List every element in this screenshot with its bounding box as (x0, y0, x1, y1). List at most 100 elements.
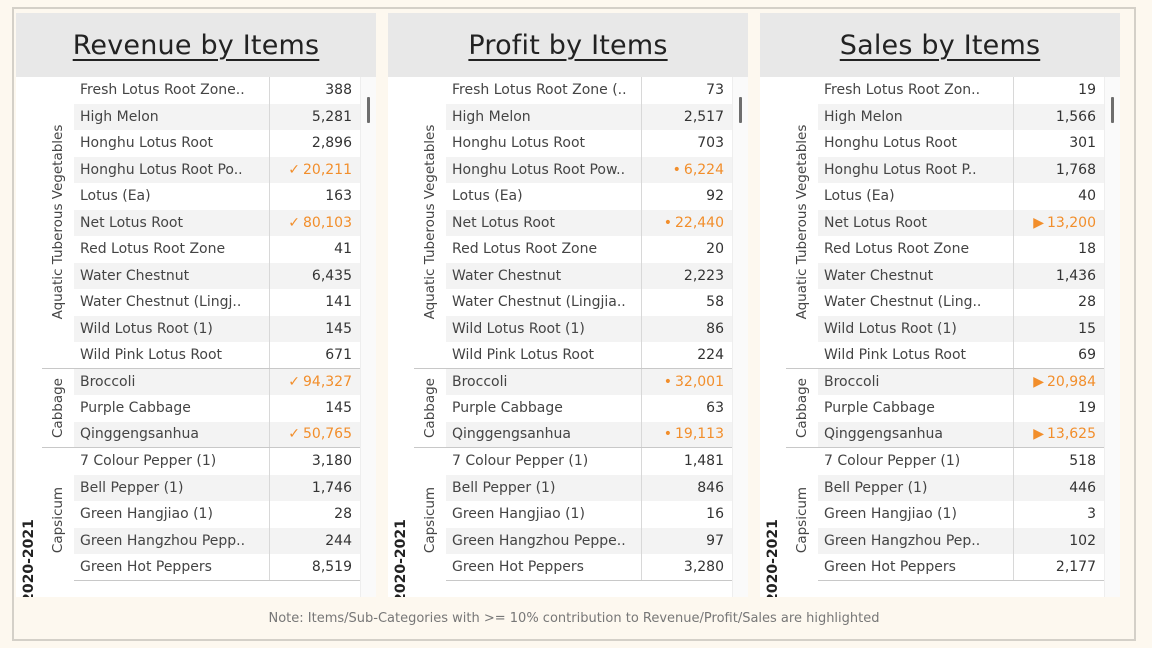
table-row[interactable]: Lotus (Ea) 40 (818, 183, 1120, 210)
item-value-text: 69 (1078, 346, 1096, 363)
table-row[interactable]: Green Hot Peppers 2,177 (818, 554, 1120, 581)
table-row[interactable]: Broccoli ▶ 20,984 (818, 368, 1120, 395)
items-table[interactable]: 2020-2021 Aquatic Tuberous Vegetables Cabb… (760, 77, 1120, 597)
table-row[interactable]: Water Chestnut 6,435 (74, 262, 376, 289)
table-row[interactable]: High Melon 2,517 (446, 103, 748, 130)
table-row[interactable]: 7 Colour Pepper (1) 518 (818, 448, 1120, 475)
table-row[interactable]: Red Lotus Root Zone 18 (818, 236, 1120, 263)
scrollbar-thumb[interactable] (1111, 97, 1114, 123)
item-value: 446 (1014, 480, 1104, 496)
item-name: Net Lotus Root (818, 209, 1014, 236)
table-row[interactable]: Net Lotus Root ✓ 80,103 (74, 209, 376, 236)
table-row[interactable]: Wild Pink Lotus Root 671 (74, 342, 376, 369)
table-row[interactable]: Green Hot Peppers 3,280 (446, 554, 748, 581)
item-value: 1,746 (270, 480, 360, 496)
table-row[interactable]: Green Hot Peppers 8,519 (74, 554, 376, 581)
table-row[interactable]: Water Chestnut (Ling.. 28 (818, 289, 1120, 316)
table-row[interactable]: Wild Lotus Root (1) 86 (446, 315, 748, 342)
table-row[interactable]: Purple Cabbage 63 (446, 395, 748, 422)
highlight-marker-icon: ✓ (288, 161, 300, 178)
table-row[interactable]: Lotus (Ea) 163 (74, 183, 376, 210)
item-value: 20 (642, 241, 732, 257)
table-row[interactable]: Fresh Lotus Root Zone.. 388 (74, 77, 376, 104)
table-row[interactable]: Water Chestnut 1,436 (818, 262, 1120, 289)
table-row[interactable]: Fresh Lotus Root Zon.. 19 (818, 77, 1120, 104)
item-name: Honghu Lotus Root (818, 130, 1014, 157)
panel-header: Revenue by Items (16, 13, 376, 77)
vertical-scrollbar[interactable] (732, 77, 748, 597)
table-row[interactable]: Wild Pink Lotus Root 69 (818, 342, 1120, 369)
item-name: Wild Pink Lotus Root (74, 342, 270, 368)
table-row[interactable]: 7 Colour Pepper (1) 1,481 (446, 448, 748, 475)
table-row[interactable]: Water Chestnut 2,223 (446, 262, 748, 289)
table-row[interactable]: Green Hangzhou Pepp.. 244 (74, 527, 376, 554)
item-name: Wild Lotus Root (1) (446, 315, 642, 342)
item-value-text: 40 (1078, 188, 1096, 205)
table-row[interactable]: Lotus (Ea) 92 (446, 183, 748, 210)
vertical-scrollbar[interactable] (1104, 77, 1120, 597)
sales-panel: Sales by Items 2020-2021 Aquatic Tuberous… (760, 13, 1120, 597)
item-name: Wild Pink Lotus Root (446, 342, 642, 368)
table-row[interactable]: Net Lotus Root ▶ 13,200 (818, 209, 1120, 236)
table-row[interactable]: Green Hangzhou Pep.. 102 (818, 527, 1120, 554)
vertical-scrollbar[interactable] (360, 77, 376, 597)
table-row[interactable]: Red Lotus Root Zone 20 (446, 236, 748, 263)
items-table[interactable]: 2020-2021 Aquatic Tuberous Vegetables Cabb… (388, 77, 748, 597)
item-name: Green Hot Peppers (818, 554, 1014, 580)
item-value-text: 86 (706, 320, 724, 337)
item-name: Lotus (Ea) (818, 183, 1014, 210)
category-cell: Capsicum (42, 448, 74, 597)
highlight-marker-icon: • (672, 161, 681, 178)
item-name: High Melon (818, 103, 1014, 130)
table-row[interactable]: Bell Pepper (1) 446 (818, 474, 1120, 501)
table-row[interactable]: Purple Cabbage 145 (74, 395, 376, 422)
table-row[interactable]: Broccoli • 32,001 (446, 368, 748, 395)
table-row[interactable]: High Melon 5,281 (74, 103, 376, 130)
item-value: 224 (642, 347, 732, 363)
table-row[interactable]: Honghu Lotus Root Po.. ✓ 20,211 (74, 156, 376, 183)
table-row[interactable]: Wild Lotus Root (1) 145 (74, 315, 376, 342)
item-value: 2,896 (270, 135, 360, 151)
table-row[interactable]: Honghu Lotus Root 703 (446, 130, 748, 157)
table-row[interactable]: Green Hangjiao (1) 28 (74, 501, 376, 528)
table-row[interactable]: Qinggengsanhua • 19,113 (446, 421, 748, 448)
table-row[interactable]: Net Lotus Root • 22,440 (446, 209, 748, 236)
table-row[interactable]: Purple Cabbage 19 (818, 395, 1120, 422)
scrollbar-thumb[interactable] (739, 97, 742, 123)
item-name: Lotus (Ea) (446, 183, 642, 210)
table-row[interactable]: Honghu Lotus Root 301 (818, 130, 1120, 157)
table-row[interactable]: Fresh Lotus Root Zone (.. 73 (446, 77, 748, 104)
table-row[interactable]: 7 Colour Pepper (1) 3,180 (74, 448, 376, 475)
item-name: Qinggengsanhua (818, 421, 1014, 447)
table-row[interactable]: Red Lotus Root Zone 41 (74, 236, 376, 263)
table-row[interactable]: Green Hangjiao (1) 3 (818, 501, 1120, 528)
item-name: Honghu Lotus Root Pow.. (446, 156, 642, 183)
table-row[interactable]: Water Chestnut (Lingj.. 141 (74, 289, 376, 316)
category-label: Capsicum (422, 487, 438, 554)
items-table[interactable]: 2020-2021 Aquatic Tuberous Vegetables Cabb… (16, 77, 376, 597)
table-row[interactable]: Qinggengsanhua ✓ 50,765 (74, 421, 376, 448)
item-name: Green Hot Peppers (74, 554, 270, 580)
table-row[interactable]: Green Hangzhou Peppe.. 97 (446, 527, 748, 554)
table-rows: Fresh Lotus Root Zone (.. 73 High Melon 2,5… (446, 77, 748, 597)
item-name: Water Chestnut (74, 262, 270, 289)
highlight-marker-icon: ✓ (288, 214, 300, 231)
item-value: 5,281 (270, 109, 360, 125)
table-row[interactable]: High Melon 1,566 (818, 103, 1120, 130)
category-label: Capsicum (794, 487, 810, 554)
table-row[interactable]: Green Hangjiao (1) 16 (446, 501, 748, 528)
scrollbar-thumb[interactable] (367, 97, 370, 123)
table-row[interactable]: Bell Pepper (1) 846 (446, 474, 748, 501)
table-row[interactable]: Broccoli ✓ 94,327 (74, 368, 376, 395)
table-row[interactable]: Wild Pink Lotus Root 224 (446, 342, 748, 369)
item-value-text: 1,768 (1055, 161, 1096, 178)
table-row[interactable]: Honghu Lotus Root Pow.. • 6,224 (446, 156, 748, 183)
table-row[interactable]: Bell Pepper (1) 1,746 (74, 474, 376, 501)
table-row[interactable]: Honghu Lotus Root 2,896 (74, 130, 376, 157)
table-row[interactable]: Honghu Lotus Root P.. 1,768 (818, 156, 1120, 183)
table-row[interactable]: Qinggengsanhua ▶ 13,625 (818, 421, 1120, 448)
table-row[interactable]: Wild Lotus Root (1) 15 (818, 315, 1120, 342)
item-value: 6,435 (270, 268, 360, 284)
table-row[interactable]: Water Chestnut (Lingjia.. 58 (446, 289, 748, 316)
category-cell: Capsicum (414, 448, 446, 597)
